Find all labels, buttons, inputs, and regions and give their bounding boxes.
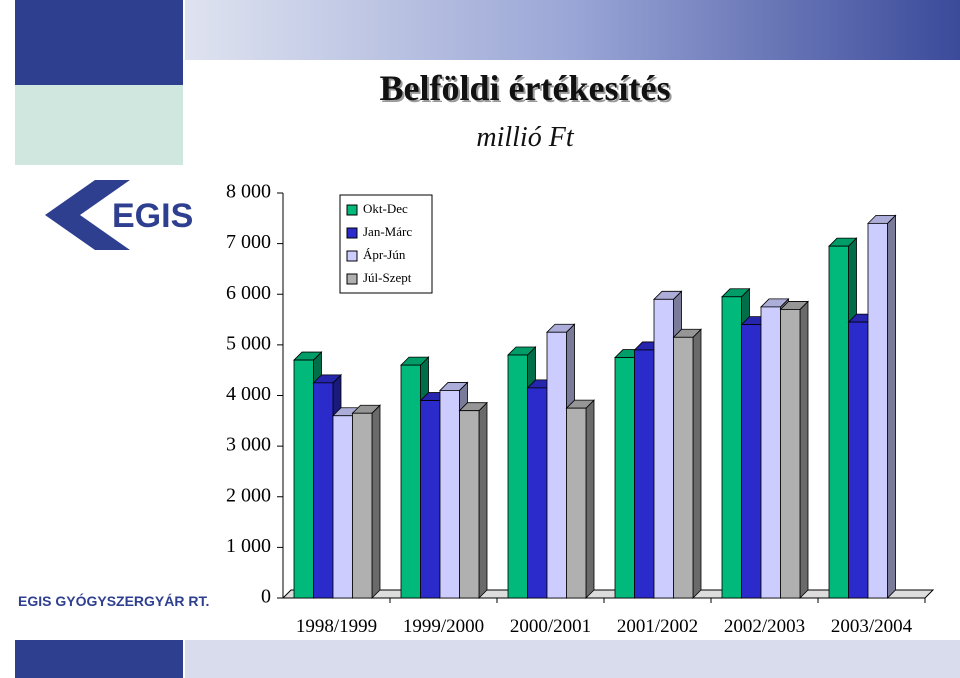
y-tick-label: 4 000 (226, 383, 271, 405)
bar-front (507, 354, 528, 599)
bar-front (332, 415, 353, 599)
bar-side (692, 328, 702, 599)
logo-text: EGIS (112, 197, 193, 235)
bar-side (371, 404, 381, 599)
y-tick-label: 1 000 (226, 535, 271, 557)
blue-block (15, 0, 183, 85)
legend-label: Okt-Dec (363, 201, 408, 216)
bar (779, 300, 809, 599)
plot: 0 1 000 2 000 3 000 4 000 5 000 6 000 7 000 8 00… (226, 181, 935, 637)
x-tick-label: 1999/2000 (403, 616, 484, 637)
x-tick-label: 2003/2004 (831, 616, 913, 637)
y-tick-label: 7 000 (226, 231, 271, 253)
y-tick-label: 0 (261, 586, 271, 608)
bar-front (313, 382, 334, 599)
legend-label: Ápr-Jún (363, 247, 406, 262)
x-tick-label: 1998/1999 (296, 616, 377, 637)
bottom-band (185, 640, 960, 678)
title-shadow: Belföldi értékesítés (382, 70, 673, 110)
chart-subtitle: millió Ft (476, 122, 574, 153)
bar-front (459, 410, 480, 599)
bar-front (352, 412, 373, 599)
blue-block-bottom (15, 640, 183, 678)
bar-side (887, 214, 896, 599)
bar-front (546, 331, 567, 599)
top-band (185, 0, 960, 60)
bar-front (614, 357, 635, 599)
bar-front (760, 306, 781, 599)
bar (672, 328, 702, 599)
legend-swatch (346, 250, 358, 262)
bar-front (439, 390, 460, 599)
bar-side (478, 401, 488, 599)
y-tick-label: 3 000 (226, 434, 271, 456)
x-tick-label: 2001/2002 (617, 616, 698, 637)
bar (458, 401, 488, 599)
bar (867, 214, 897, 599)
legend-swatch (346, 204, 358, 216)
bar-side (585, 399, 595, 599)
y-tick-label: 8 000 (226, 181, 271, 203)
bar-front (721, 296, 742, 599)
bar-front (653, 298, 674, 599)
y-tick-label: 5 000 (226, 332, 271, 354)
bar (565, 399, 595, 599)
y-tick-label: 6 000 (226, 282, 271, 304)
bar-front (867, 222, 888, 599)
bar (351, 404, 381, 599)
legend-swatch (346, 227, 358, 239)
legend-label: Jan-Márc (363, 224, 412, 239)
bar-side (799, 300, 809, 599)
bar-front (566, 407, 587, 599)
x-tick-label: 2002/2003 (724, 616, 805, 637)
bar-front (741, 324, 762, 599)
green-block (15, 85, 183, 165)
logo-mark (45, 180, 130, 250)
bar-front (400, 364, 421, 599)
chart-title: Belföldi értékesítés (380, 68, 671, 108)
bar-front (293, 359, 314, 599)
bar-front (673, 336, 694, 599)
bar-front (828, 245, 849, 599)
x-tick-label: 2000/2001 (510, 616, 591, 637)
company-name: EGIS GYÓGYSZERGYÁR RT. (18, 592, 209, 609)
legend-swatch (346, 273, 358, 285)
bar-front (527, 387, 548, 599)
bar-front (420, 400, 441, 599)
legend-label: Júl-Szept (363, 270, 412, 285)
y-tick-label: 2 000 (226, 484, 271, 506)
bar-front (848, 321, 869, 599)
bar-front (780, 309, 801, 599)
bar-front (634, 349, 655, 599)
